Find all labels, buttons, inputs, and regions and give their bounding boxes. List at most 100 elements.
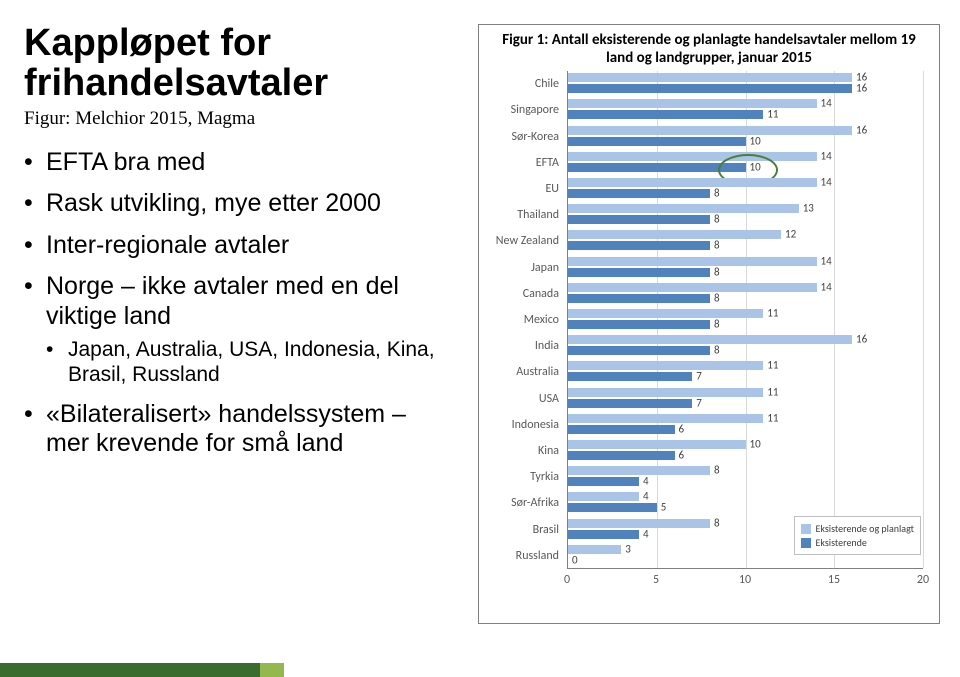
footer-seg-1 (0, 663, 260, 677)
bar-planned (568, 492, 639, 501)
bar-existing (568, 189, 710, 198)
sub-bullet-item: Japan, Australia, USA, Indonesia, Kina, … (46, 337, 454, 387)
bar-planned (568, 466, 710, 475)
y-axis-label: New Zealand (496, 234, 559, 248)
bar-existing (568, 451, 675, 460)
bar-planned (568, 73, 852, 82)
sub-bullet-list: Japan, Australia, USA, Indonesia, Kina, … (46, 337, 454, 387)
y-axis-label: Singapore (511, 103, 559, 117)
bar-row: 117 (568, 361, 923, 383)
left-column: Kappløpet for frihandelsavtaler Figur: M… (24, 24, 454, 644)
bar-row: 117 (568, 388, 923, 410)
bar-existing (568, 477, 639, 486)
bullet-item: «Bilateralisert» handelssystem – mer kre… (24, 400, 454, 459)
bullet-item: EFTA bra med (24, 148, 454, 178)
y-axis-label: EU (545, 182, 559, 196)
legend-exist: Eksisterende (801, 536, 914, 549)
bar-planned (568, 204, 799, 213)
bar-row: 12 8 (568, 230, 923, 252)
bar-row: 148 (568, 257, 923, 279)
x-tick-label: 10 (739, 573, 751, 587)
y-axis-label: India (535, 339, 559, 353)
y-axis-label: Indonesia (512, 418, 559, 432)
slide-title: Kappløpet for frihandelsavtaler (24, 24, 454, 104)
swatch-planned-icon (801, 524, 811, 534)
bar-planned (568, 519, 710, 528)
y-axis-label: Russland (516, 549, 559, 563)
bar-planned-value: 11 (767, 411, 778, 424)
bar-existing (568, 268, 710, 277)
bar-existing-value: 7 (696, 370, 702, 383)
swatch-exist-icon (801, 538, 811, 548)
bar-row: 14 10 (568, 152, 923, 174)
slide-subtitle: Figur: Melchior 2015, Magma (24, 108, 454, 130)
bar-existing-value: 8 (714, 265, 720, 278)
slide: Kappløpet for frihandelsavtaler Figur: M… (0, 0, 960, 677)
gridline (923, 71, 924, 568)
bar-existing (568, 294, 710, 303)
bar-planned-value: 14 (821, 97, 832, 110)
right-column: Figur 1: Antall eksisterende og planlagt… (478, 24, 940, 644)
bar-existing-value: 6 (679, 422, 685, 435)
y-axis-label: USA (539, 392, 559, 406)
y-axis-label: Tyrkia (530, 470, 559, 484)
bar-planned-value: 11 (767, 307, 778, 320)
bar-existing (568, 241, 710, 250)
bar-existing-value: 0 (572, 553, 578, 566)
legend-planned-label: Eksisterende og planlagt (816, 522, 914, 535)
bar-planned-value: 8 (714, 516, 720, 529)
bar-planned (568, 152, 817, 161)
bar-existing-value: 8 (714, 239, 720, 252)
footer-seg-3 (284, 663, 960, 677)
bar-planned-value: 12 (785, 228, 796, 241)
chart-title: Figur 1: Antall eksisterende og planlagt… (489, 31, 929, 67)
bar-existing-value: 8 (714, 344, 720, 357)
bar-planned-value: 10 (750, 438, 761, 451)
bar-existing-value: 5 (661, 501, 667, 514)
bar-existing-value: 8 (714, 213, 720, 226)
columns: Kappløpet for frihandelsavtaler Figur: M… (24, 24, 940, 644)
bar-planned-value: 3 (625, 542, 631, 555)
bar-existing (568, 320, 710, 329)
y-axis-label: Canada (523, 287, 559, 301)
y-axis-label: EFTA (536, 156, 559, 170)
y-axis-label: Chile (535, 77, 559, 91)
x-tick-label: 0 (564, 573, 570, 587)
bar-row: 168 (568, 335, 923, 357)
bar-planned (568, 335, 852, 344)
bar-existing-value: 8 (714, 318, 720, 331)
x-tick-label: 15 (828, 573, 840, 587)
bar-planned (568, 414, 763, 423)
bullet-item: Norge – ikke avtaler med en del viktige … (24, 272, 454, 387)
bar-existing-value: 10 (750, 160, 761, 173)
bullet-list: EFTA bra med Rask utvikling, mye etter 20… (24, 148, 454, 459)
bar-row: 84 (568, 466, 923, 488)
bar-planned-value: 14 (821, 280, 832, 293)
bar-row: 106 (568, 440, 923, 462)
y-axis-label: Thailand (517, 208, 559, 222)
bar-existing-value: 11 (767, 108, 778, 121)
bar-existing (568, 137, 746, 146)
bar-planned-value: 14 (821, 149, 832, 162)
footer-strip (0, 663, 960, 677)
bar-planned-value: 14 (821, 175, 832, 188)
bar-planned (568, 388, 763, 397)
bar-planned (568, 440, 746, 449)
bar-existing (568, 399, 692, 408)
bullet-item: Rask utvikling, mye etter 2000 (24, 189, 454, 219)
x-tick-label: 5 (653, 573, 659, 587)
bar-planned-value: 11 (767, 385, 778, 398)
bar-planned (568, 178, 817, 187)
bar-planned (568, 99, 817, 108)
bar-row: 11 6 (568, 414, 923, 436)
bar-existing (568, 163, 746, 172)
bar-planned-value: 4 (643, 490, 649, 503)
chart-area: ChileSingaporeSør-KoreaEFTAEUThailandNew… (489, 71, 929, 591)
y-axis-labels: ChileSingaporeSør-KoreaEFTAEUThailandNew… (489, 71, 565, 569)
bar-existing-value: 8 (714, 186, 720, 199)
bar-existing-value: 10 (750, 134, 761, 147)
bar-existing (568, 372, 692, 381)
plot-area: 1616141116101410148138128148148118168117… (567, 71, 923, 569)
bar-existing-value: 8 (714, 291, 720, 304)
bar-existing (568, 84, 852, 93)
